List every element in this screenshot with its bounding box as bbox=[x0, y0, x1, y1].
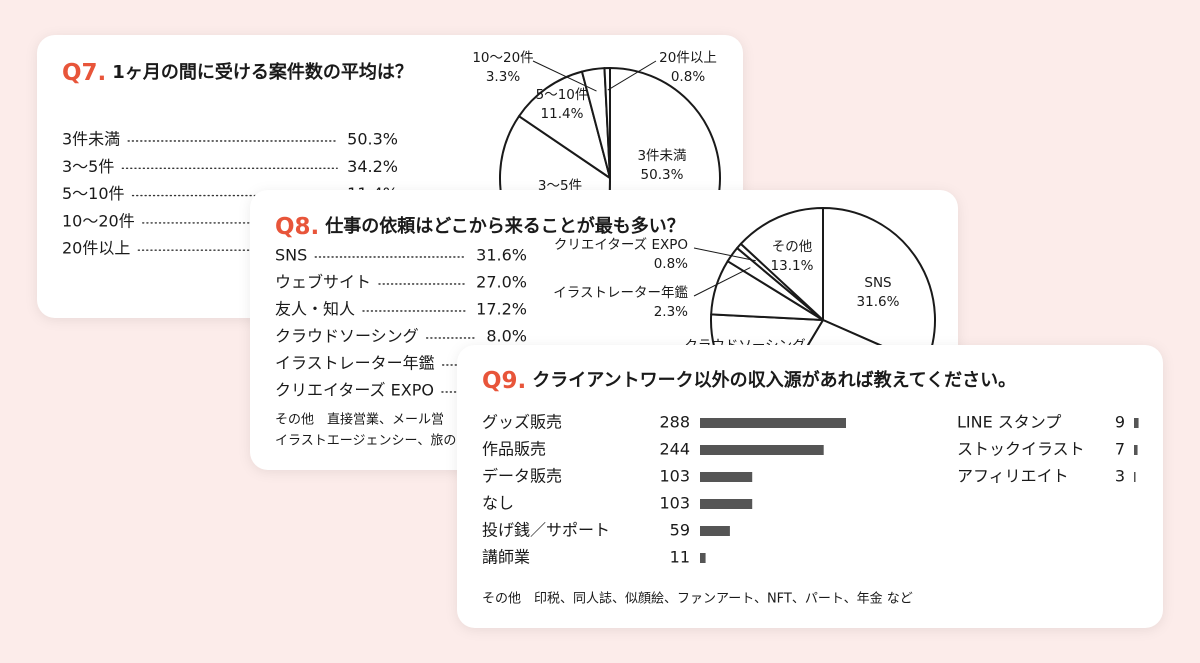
bar-label: データ販売 bbox=[482, 467, 562, 486]
bar bbox=[700, 553, 706, 563]
list-label: クラウドソーシング bbox=[275, 327, 419, 346]
bar-label: 講師業 bbox=[482, 548, 530, 567]
pie-value: 50.3% bbox=[641, 167, 684, 183]
pie-slice bbox=[822, 207, 936, 367]
list-label: イラストレーター年鑑 bbox=[275, 354, 435, 373]
question-text: クライアントワーク以外の収入源があれば教えてください。 bbox=[532, 369, 1016, 391]
pie-label: 3件未満 bbox=[637, 148, 686, 164]
bar-label: グッズ販売 bbox=[482, 413, 562, 432]
bar-label: 作品販売 bbox=[482, 440, 546, 459]
bar-value: 9 bbox=[1115, 413, 1125, 432]
note: イラストエージェンシー、旅の bbox=[275, 434, 456, 449]
pie-leader bbox=[693, 267, 751, 297]
list-label: 10〜20件 bbox=[62, 211, 135, 230]
pie-value: 13.1% bbox=[771, 258, 814, 274]
list-value: 31.6% bbox=[476, 246, 527, 265]
pie-value: 0.8% bbox=[654, 256, 688, 272]
bar-label: アフィリエイト bbox=[957, 467, 1069, 486]
pie-slice bbox=[739, 207, 824, 321]
bar bbox=[1134, 418, 1139, 428]
bar bbox=[700, 499, 753, 509]
bar bbox=[1134, 472, 1136, 482]
pie-value: 0.8% bbox=[671, 69, 705, 85]
list-label: クリエイターズ EXPO bbox=[275, 381, 434, 400]
question-title: Q7. 1ヶ月の間に受ける案件数の平均は？ bbox=[62, 60, 413, 86]
bar-value: 103 bbox=[659, 467, 690, 486]
bar bbox=[700, 418, 846, 428]
note: その他 印税、同人誌、似顔絵、ファンアート、NFT、パート、年金 など bbox=[482, 591, 913, 607]
card: Q9. クライアントワーク以外の収入源があれば教えてください。グッズ販売 288 作品… bbox=[457, 345, 1163, 628]
bar-value: 103 bbox=[659, 494, 690, 513]
pie-label: クリエイターズ EXPO bbox=[554, 237, 688, 253]
list-label: SNS bbox=[275, 246, 307, 265]
pie-value: 31.6% bbox=[857, 294, 900, 310]
pie-slice bbox=[518, 70, 611, 179]
bar-value: 59 bbox=[670, 521, 690, 540]
pie-leader bbox=[607, 60, 657, 91]
list-value: 50.3% bbox=[347, 130, 398, 149]
list-value: 17.2% bbox=[476, 300, 527, 319]
pie-label: SNS bbox=[864, 275, 891, 291]
pie-leader bbox=[693, 247, 756, 262]
bar-value: 7 bbox=[1115, 440, 1125, 459]
bar bbox=[700, 445, 824, 455]
bar-value: 11 bbox=[670, 548, 690, 567]
pie-label: イラストレーター年鑑 bbox=[553, 284, 688, 301]
pie-value: 3.3% bbox=[486, 69, 520, 85]
list-label: 3件未満 bbox=[62, 130, 120, 149]
bar bbox=[700, 472, 753, 482]
list-label: 20件以上 bbox=[62, 239, 130, 258]
question-number: Q8. bbox=[275, 214, 319, 240]
question-title: Q9. クライアントワーク以外の収入源があれば教えてください。 bbox=[482, 368, 1016, 394]
list-value: 34.2% bbox=[347, 157, 398, 176]
bar-value: 3 bbox=[1115, 467, 1125, 486]
list-label: ウェブサイト bbox=[275, 273, 371, 292]
bar-label: ストックイラスト bbox=[957, 440, 1085, 459]
card: Q7. 1ヶ月の間に受ける案件数の平均は？ 3件未満 50.3% 3〜5件 34.2% 5〜… bbox=[37, 35, 743, 318]
bar-value: 288 bbox=[659, 413, 690, 432]
list-label: 友人・知人 bbox=[275, 300, 355, 319]
pie-label: 10〜20件 bbox=[472, 50, 533, 66]
pie-slice bbox=[603, 67, 611, 179]
bar-label: 投げ銭／サポート bbox=[482, 521, 610, 540]
bar bbox=[1134, 445, 1138, 455]
pie-value: 11.4% bbox=[541, 106, 584, 122]
question-number: Q7. bbox=[62, 60, 106, 86]
question-title: Q8. 仕事の依頼はどこから来ることが最も多い？ bbox=[275, 214, 685, 240]
list-label: 5〜10件 bbox=[62, 184, 125, 203]
card-background bbox=[457, 345, 1163, 628]
bar-value: 244 bbox=[659, 440, 690, 459]
question-text: 1ヶ月の間に受ける案件数の平均は？ bbox=[112, 61, 413, 83]
note: その他 直接営業、メール営 bbox=[275, 412, 444, 428]
list-value: 27.0% bbox=[476, 273, 527, 292]
question-text: 仕事の依頼はどこから来ることが最も多い？ bbox=[324, 215, 684, 237]
pie-leader bbox=[532, 60, 597, 92]
bar-label: LINE スタンプ bbox=[957, 413, 1061, 432]
question-number: Q9. bbox=[482, 368, 526, 394]
bar bbox=[700, 526, 730, 536]
list-value: 8.0% bbox=[486, 327, 527, 346]
pie-label: 5〜10件 bbox=[536, 87, 589, 103]
pie-label: その他 bbox=[772, 239, 813, 255]
list-label: 3〜5件 bbox=[62, 157, 114, 176]
pie-value: 2.3% bbox=[654, 304, 688, 320]
pie-label: 20件以上 bbox=[659, 50, 717, 66]
bar-label: なし bbox=[482, 494, 514, 513]
